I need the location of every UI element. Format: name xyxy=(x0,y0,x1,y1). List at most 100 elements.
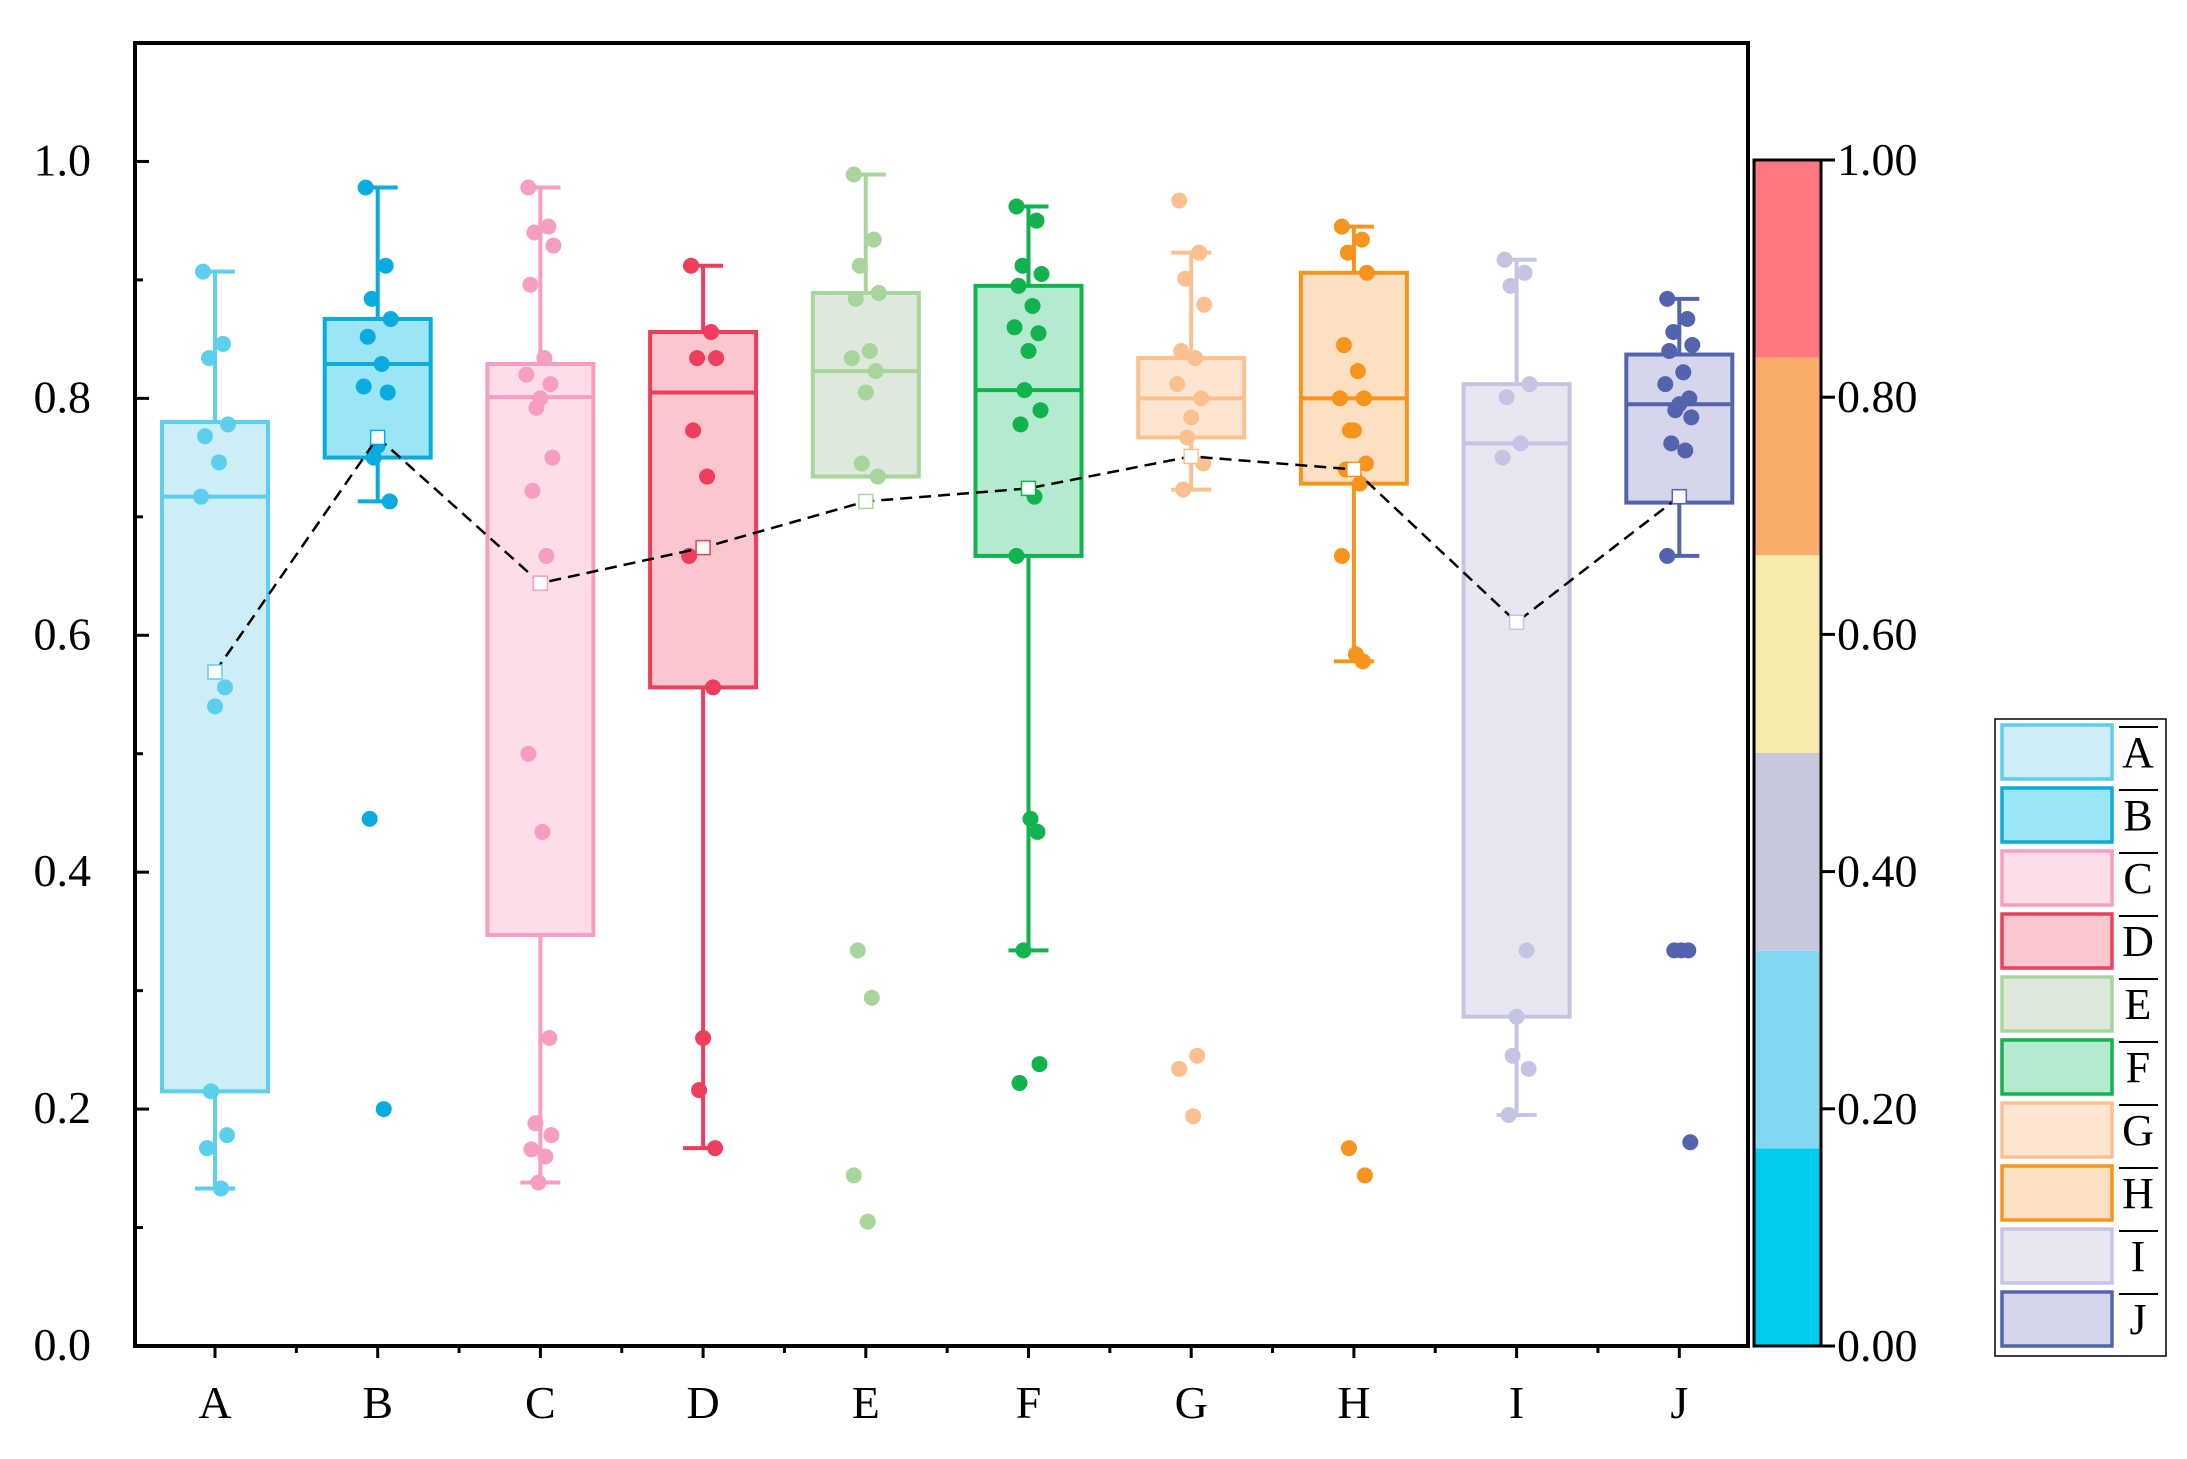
data-point xyxy=(1357,455,1374,472)
colorbar-segment xyxy=(1754,160,1821,358)
box-F xyxy=(973,198,1084,1092)
data-point xyxy=(857,384,874,401)
data-point xyxy=(524,482,541,499)
data-point xyxy=(707,1140,724,1157)
data-point xyxy=(1349,363,1366,380)
legend-swatch xyxy=(2000,786,2114,844)
legend-item-I: I xyxy=(2000,1227,2158,1285)
data-point xyxy=(534,823,551,840)
data-point xyxy=(526,224,543,241)
data-point xyxy=(1512,435,1529,452)
colorbar-segment xyxy=(1754,950,1821,1149)
colorbar-tick-label: 1.00 xyxy=(1837,134,1918,185)
data-point xyxy=(1185,1108,1202,1125)
data-point xyxy=(695,1030,712,1047)
data-point xyxy=(544,449,561,466)
data-point xyxy=(199,1140,215,1157)
mean-line-group xyxy=(207,429,1688,680)
data-point xyxy=(1010,277,1027,294)
data-point xyxy=(1024,297,1041,314)
data-point xyxy=(1504,1047,1521,1064)
x-tick-label: F xyxy=(1016,1377,1042,1428)
y-tick-label: 0.6 xyxy=(34,608,92,659)
data-point xyxy=(379,384,396,401)
data-point xyxy=(1006,319,1023,336)
box-G xyxy=(1136,192,1247,1125)
data-point xyxy=(1663,435,1680,452)
colorbar-tick-label: 0.20 xyxy=(1837,1083,1918,1134)
x-tick-label: D xyxy=(686,1377,719,1428)
legend-item-D: D xyxy=(2000,912,2158,970)
legend-label: J xyxy=(2129,1295,2146,1344)
mean-marker xyxy=(695,539,711,556)
data-point xyxy=(213,1180,229,1197)
legend-item-A: A xyxy=(2000,723,2158,781)
data-point xyxy=(1196,296,1213,313)
mean-marker xyxy=(1183,448,1199,465)
x-tick-label: H xyxy=(1337,1377,1370,1428)
data-point xyxy=(705,679,722,696)
data-point xyxy=(211,454,227,471)
data-point xyxy=(1358,264,1375,281)
data-point xyxy=(691,1082,708,1099)
data-point xyxy=(1351,475,1368,492)
mean-marker xyxy=(1020,480,1037,497)
data-point xyxy=(365,449,382,466)
legend-item-F: F xyxy=(2000,1038,2158,1096)
legend-label: I xyxy=(2131,1232,2146,1281)
plot-area: 0.0 0.2 0.4 0.6 0.8 1.0 A B C D E F G H I J xyxy=(34,41,1750,1428)
data-point xyxy=(1015,942,1032,959)
box-body xyxy=(485,362,596,937)
box-I xyxy=(1461,251,1572,1124)
data-point xyxy=(685,422,702,439)
data-point xyxy=(859,1213,876,1230)
data-point xyxy=(203,1083,219,1100)
data-point xyxy=(1008,547,1025,564)
data-point xyxy=(1175,481,1192,498)
mean-marker xyxy=(1508,614,1525,630)
data-point xyxy=(1020,342,1037,359)
data-point xyxy=(355,378,372,395)
box-A xyxy=(160,263,270,1197)
data-point xyxy=(1030,325,1047,342)
data-point xyxy=(1191,244,1208,261)
data-point xyxy=(1355,390,1372,407)
data-point xyxy=(1012,416,1029,433)
data-point xyxy=(1011,1075,1028,1092)
data-point xyxy=(1682,1134,1699,1151)
data-point xyxy=(1677,442,1694,459)
legend-swatch xyxy=(2000,723,2114,781)
legend-label: B xyxy=(2123,791,2152,840)
data-point xyxy=(1008,198,1025,215)
data-point xyxy=(1029,823,1046,840)
data-point xyxy=(1171,192,1188,209)
data-point xyxy=(518,366,535,383)
x-tick-label: I xyxy=(1509,1377,1524,1428)
y-tick-label: 0.2 xyxy=(34,1082,92,1133)
legend-swatch xyxy=(2000,1227,2114,1285)
data-point xyxy=(527,1115,544,1132)
data-point xyxy=(1341,422,1358,439)
colorbar-segment xyxy=(1754,1148,1821,1346)
data-point xyxy=(869,468,886,485)
data-point xyxy=(1339,244,1356,261)
legend-swatch xyxy=(2000,975,2114,1033)
box-D xyxy=(648,257,759,1157)
y-axis: 0.0 0.2 0.4 0.6 0.8 1.0 xyxy=(34,41,149,1370)
data-point xyxy=(220,416,236,433)
data-point xyxy=(520,179,537,196)
data-point xyxy=(1022,810,1039,827)
x-tick-label: E xyxy=(852,1377,880,1428)
data-point xyxy=(201,350,217,367)
data-point xyxy=(197,428,213,445)
data-point xyxy=(520,745,537,762)
data-point xyxy=(193,488,209,505)
data-point xyxy=(863,989,880,1006)
box-body xyxy=(160,420,270,1094)
data-point xyxy=(1502,277,1519,294)
mean-marker xyxy=(1346,461,1362,478)
data-point xyxy=(1353,231,1370,248)
box-body xyxy=(1298,270,1409,486)
data-point xyxy=(1169,376,1186,393)
data-point xyxy=(1518,942,1535,959)
